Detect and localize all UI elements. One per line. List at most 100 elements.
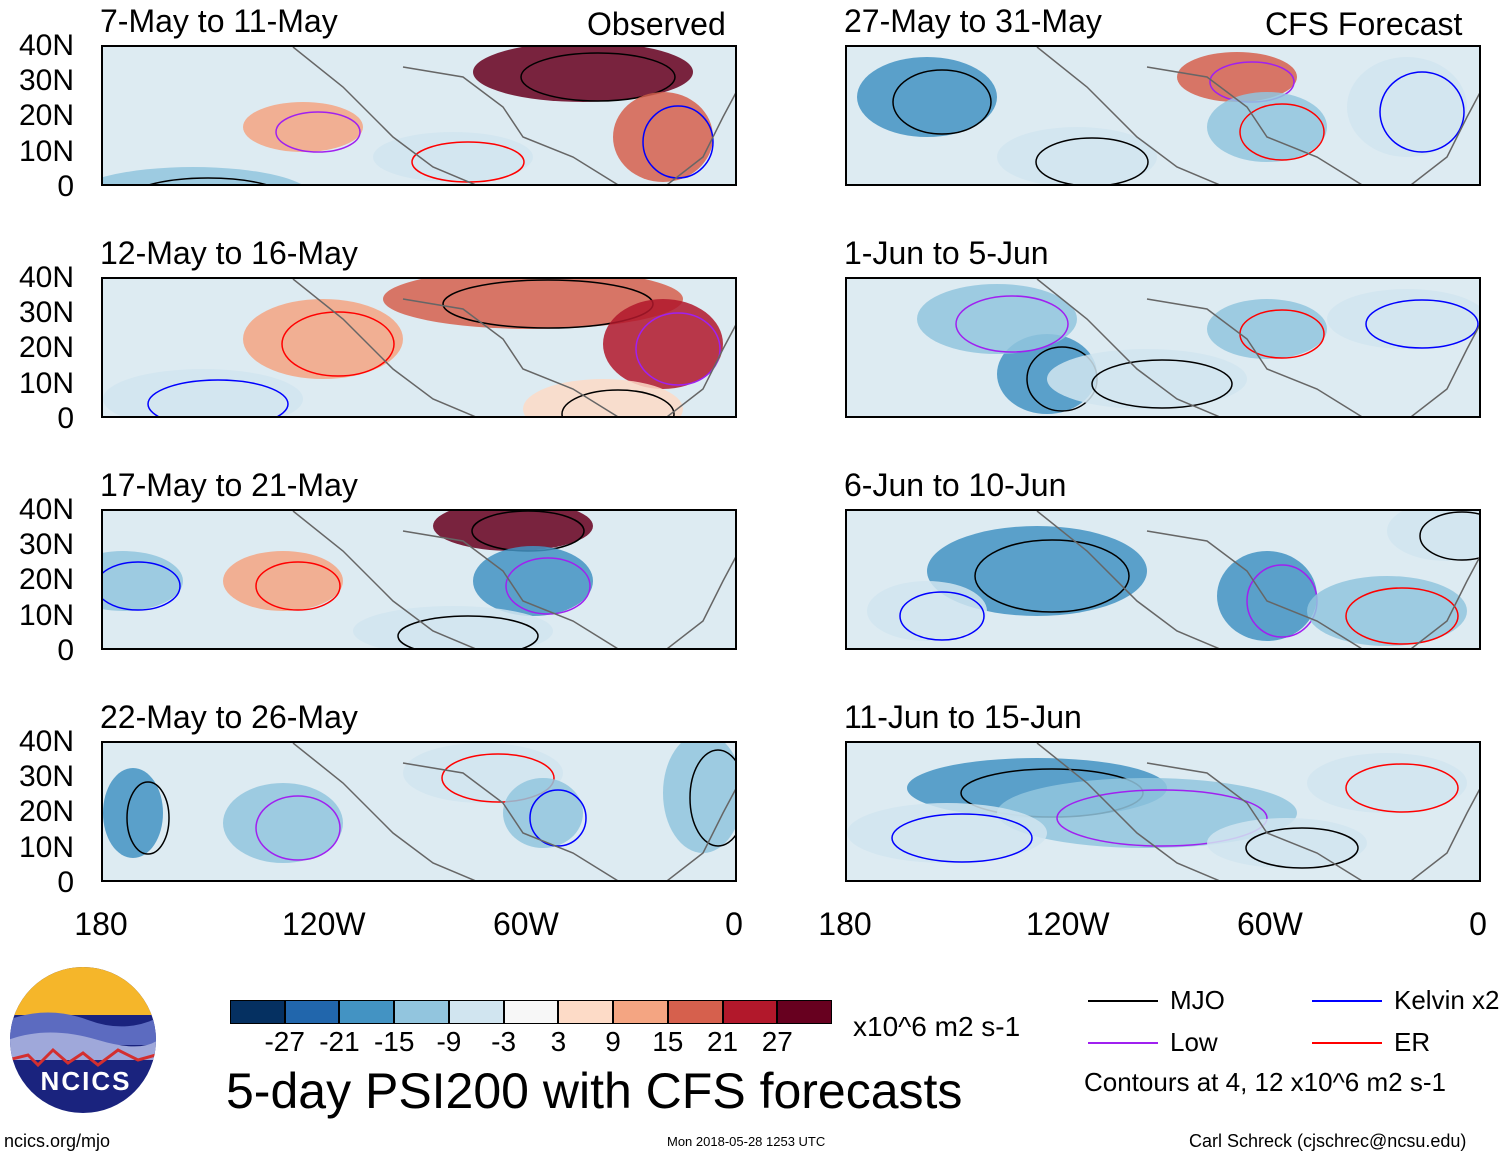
coastline [1036, 511, 1479, 648]
wave-contour [1419, 511, 1479, 561]
latitude-label: 10N [18, 366, 74, 400]
anomaly-shading [1207, 818, 1367, 868]
timestamp: Mon 2018-05-28 1253 UTC [667, 1134, 826, 1149]
wave-contour [275, 111, 361, 153]
anomaly-shading [857, 57, 997, 137]
wave-contour [891, 813, 1033, 863]
wave-contour [1245, 827, 1359, 869]
coastline [292, 279, 735, 416]
wave-contour [561, 389, 675, 416]
wave-contour [1091, 359, 1233, 409]
footer-url[interactable]: ncics.org/mjo [4, 1131, 111, 1151]
contour-note: Contours at 4, 12 x10^6 m2 s-1 [1084, 1067, 1446, 1097]
colorbar-swatch [667, 1000, 723, 1024]
forecast-label: CFS Forecast [1265, 6, 1463, 42]
latitude-label: 30N [18, 64, 74, 98]
anomaly-shading [1207, 299, 1327, 359]
legend-label: ER [1394, 1027, 1431, 1057]
anomaly-shading [997, 127, 1157, 184]
author: Carl Schreck (cjschrec@ncsu.edu) [1189, 1131, 1467, 1151]
coastline [292, 511, 735, 648]
coastline [1036, 279, 1479, 416]
legend-label: Low [1170, 1027, 1218, 1057]
anomaly-shading [523, 379, 683, 416]
wave-contour [635, 312, 721, 386]
panel-date-range: 12-May to 16-May [100, 235, 358, 271]
latitude-label: 40N [18, 725, 74, 758]
map-panel [845, 277, 1481, 418]
observed-label: Observed [587, 6, 726, 42]
wave-contour [126, 781, 170, 855]
anomaly-shading [103, 167, 302, 184]
anomaly-shading [1177, 52, 1297, 102]
wave-contour [892, 69, 992, 135]
latitude-label: 20N [18, 331, 74, 365]
latitude-label: 40N [18, 29, 74, 62]
colorbar-tick: 15 [652, 1026, 684, 1057]
colorbar-swatch [339, 1000, 395, 1024]
colorbar-swatch [503, 1000, 559, 1024]
colorbar-swatch [777, 1000, 832, 1024]
colorbar-swatch [613, 1000, 668, 1024]
anomaly-shading [103, 768, 163, 858]
colorbar-swatch [284, 1000, 340, 1024]
latitude-label: 0 [57, 865, 74, 899]
wave-contour [529, 789, 587, 847]
wave-contour [1056, 789, 1268, 847]
wave-contour [1379, 71, 1465, 153]
latitude-label: 20N [18, 563, 74, 597]
anomaly-shading [353, 606, 553, 648]
colorbar-tick: 3 [550, 1026, 567, 1057]
longitude-label: 0 [725, 906, 743, 942]
anomaly-shading [867, 581, 987, 641]
wave-contour [974, 539, 1130, 613]
latitude-label: 40N [18, 261, 74, 294]
map-panel [101, 277, 737, 418]
anomaly-shading [1047, 349, 1247, 409]
anomaly-shading [243, 102, 363, 152]
anomaly-shading [473, 546, 593, 616]
figure-title: 5-day PSI200 with CFS forecasts [226, 1063, 963, 1119]
map-panel [845, 741, 1481, 882]
longitude-label: 180 [74, 906, 128, 942]
panel-date-range: 27-May to 31-May [844, 3, 1102, 39]
latitude-label: 30N [18, 296, 74, 330]
legend-line [1312, 1000, 1382, 1002]
panel-date-range: 1-Jun to 5-Jun [844, 235, 1049, 271]
wave-contour [689, 749, 735, 847]
wave-contour [1345, 587, 1459, 645]
colorbar-units: x10^6 m2 s-1 [853, 1011, 1021, 1042]
colorbar-tick: -3 [491, 1026, 517, 1057]
longitude-label: 180 [818, 906, 872, 942]
longitude-label: 60W [1237, 906, 1303, 942]
wave-contour [441, 753, 555, 803]
anomaly-shading [473, 47, 693, 102]
wave-contour [1365, 299, 1479, 349]
anomaly-shading [1307, 576, 1467, 646]
colorbar-tick: -15 [373, 1026, 415, 1057]
wave-contour [520, 52, 676, 102]
map-panel [101, 741, 737, 882]
coastline [292, 47, 735, 184]
anomaly-shading [503, 778, 583, 848]
map-panel [101, 509, 737, 650]
longitude-label: 0 [1469, 906, 1487, 942]
panel-date-range: 17-May to 21-May [100, 467, 358, 503]
anomaly-shading [917, 284, 1077, 354]
panel-date-range: 11-Jun to 15-Jun [844, 699, 1082, 735]
wave-contour [255, 795, 341, 861]
legend-line [1088, 1000, 1158, 1002]
latitude-label: 0 [57, 633, 74, 667]
anomaly-shading [433, 511, 593, 551]
logo-text: NCICS [41, 1066, 132, 1096]
longitude-label: 120W [282, 906, 366, 942]
wave-contour [899, 591, 985, 641]
wave-contour [1239, 103, 1325, 161]
colorbar-tick: 21 [706, 1026, 739, 1057]
anomaly-shading [613, 92, 713, 182]
colorbar-tick: -27 [264, 1026, 305, 1057]
map-panel [845, 509, 1481, 650]
wave-contour [505, 557, 591, 615]
colorbar-tick: -21 [319, 1026, 360, 1057]
